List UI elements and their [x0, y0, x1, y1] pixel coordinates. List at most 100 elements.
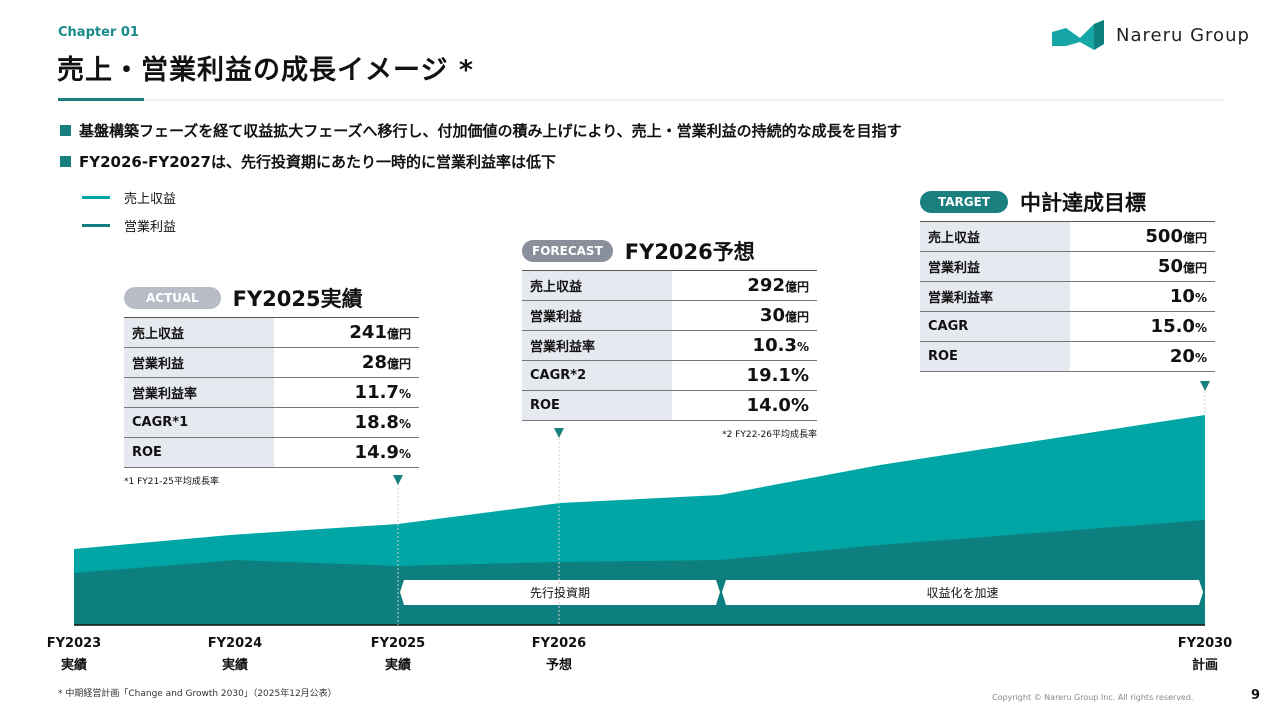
chapter-label: Chapter 01 [58, 25, 139, 40]
table-row: 営業利益率 10.3% [522, 330, 817, 361]
row-value: 14.9% [274, 437, 419, 468]
row-value: 28億円 [274, 347, 419, 378]
bullet-text: FY2026-FY2027は、先行投資期にあたり一時的に営業利益率は低下 [79, 153, 556, 171]
row-label: 営業利益率 [522, 330, 672, 361]
value-number: 14.0% [746, 395, 809, 416]
table-row: CAGR*2 19.1% [522, 360, 817, 391]
divider-accent [58, 98, 144, 101]
value-unit: 億円 [784, 310, 809, 324]
legend-sales: 売上収益 [82, 188, 176, 207]
panel-forecast: FORECAST FY2026予想 売上収益 292億円 営業利益 30億円 営業利益率 1… [522, 236, 817, 440]
phase-arrow-monetize [722, 580, 1203, 605]
x-label-fy2026: FY2026 予想 [531, 636, 587, 673]
row-label: 営業利益 [920, 251, 1070, 282]
copyright: Copyright © Nareru Group Inc. All rights… [992, 693, 1194, 702]
bullet-2: FY2026-FY2027は、先行投資期にあたり一時的に営業利益率は低下 [60, 151, 556, 172]
x-label-fy2030: FY2030 計画 [1177, 636, 1233, 673]
bullet-square-icon [60, 156, 71, 167]
x-label-fy2023: FY2023 実績 [46, 636, 102, 673]
row-label: 売上収益 [920, 221, 1070, 252]
value-number: 10 [1169, 286, 1195, 307]
logo: Nareru Group [1050, 18, 1250, 52]
table-row: ROE 20% [920, 341, 1215, 372]
marker-triangle-icon [393, 475, 403, 485]
phase-arrow-investment [400, 580, 720, 605]
table-row: ROE 14.0% [522, 390, 817, 421]
table-row: CAGR*1 18.8% [124, 407, 419, 438]
row-label: ROE [522, 390, 672, 421]
value-number: 20 [1169, 346, 1195, 367]
row-value: 20% [1070, 341, 1215, 372]
kpi-table: 売上収益 292億円 営業利益 30億円 営業利益率 10.3% CAGR*2 19.1% RO… [522, 270, 817, 421]
table-row: 売上収益 500億円 [920, 221, 1215, 252]
page-title: 売上・営業利益の成長イメージ * [57, 55, 474, 86]
row-label: CAGR [920, 311, 1070, 342]
row-label: 売上収益 [124, 317, 274, 348]
badge-forecast: FORECAST [522, 240, 613, 262]
legend-label: 売上収益 [124, 192, 177, 207]
badge-target: TARGET [920, 191, 1009, 213]
footnote: *2 FY22-26平均成長率 [722, 430, 817, 440]
row-label: CAGR*1 [124, 407, 274, 438]
row-value: 500億円 [1070, 221, 1215, 252]
phase-label: 先行投資期 [529, 586, 590, 600]
panel-title: FY2025実績 [232, 287, 363, 311]
table-row: 営業利益 28億円 [124, 347, 419, 378]
value-unit: % [398, 447, 411, 461]
row-label: 営業利益率 [920, 281, 1070, 312]
kpi-table: 売上収益 500億円 営業利益 50億円 営業利益率 10% CAGR 15.0% ROE 20% [920, 221, 1215, 372]
logo-text: Nareru Group [1116, 24, 1250, 46]
row-value: 14.0% [672, 390, 817, 421]
value-unit: % [398, 387, 411, 401]
row-label: 営業利益 [522, 300, 672, 331]
table-row: ROE 14.9% [124, 437, 419, 468]
table-row: 売上収益 241億円 [124, 317, 419, 348]
value-number: 30 [759, 305, 785, 326]
panel-target: TARGET 中計達成目標 売上収益 500億円 営業利益 50億円 営業利益率 10% CA… [920, 187, 1215, 372]
legend-line-icon [82, 224, 110, 227]
legend-line-icon [82, 196, 110, 199]
row-value: 10% [1070, 281, 1215, 312]
value-number: 10.3 [752, 335, 797, 356]
row-value: 10.3% [672, 330, 817, 361]
value-unit: % [1194, 321, 1207, 335]
marker-triangle-icon [1200, 381, 1210, 391]
value-unit: 億円 [1182, 261, 1207, 275]
row-value: 15.0% [1070, 311, 1215, 342]
footnote: *1 FY21-25平均成長率 [124, 477, 219, 487]
value-unit: % [1194, 351, 1207, 365]
row-value: 50億円 [1070, 251, 1215, 282]
value-unit: % [796, 340, 809, 354]
row-label: 売上収益 [522, 270, 672, 301]
x-label-fy2025: FY2025 実績 [370, 636, 426, 673]
row-label: ROE [124, 437, 274, 468]
logo-icon [1052, 20, 1104, 50]
value-unit: 億円 [386, 357, 411, 371]
row-value: 292億円 [672, 270, 817, 301]
legend-profit: 営業利益 [82, 216, 176, 235]
value-number: 14.9 [354, 442, 399, 463]
panel-actual: ACTUAL FY2025実績 売上収益 241億円 営業利益 28億円 営業利益率 11.… [124, 283, 419, 487]
value-unit: 億円 [386, 327, 411, 341]
row-value: 241億円 [274, 317, 419, 348]
row-value: 30億円 [672, 300, 817, 331]
table-row: 営業利益 30億円 [522, 300, 817, 331]
table-row: CAGR 15.0% [920, 311, 1215, 342]
bullet-text: 基盤構築フェーズを経て収益拡大フェーズへ移行し、付加価値の積み上げにより、売上・… [79, 122, 902, 140]
value-number: 241 [349, 322, 387, 343]
badge-actual: ACTUAL [124, 287, 221, 309]
value-unit: 億円 [784, 280, 809, 294]
row-value: 11.7% [274, 377, 419, 408]
value-number: 50 [1157, 256, 1183, 277]
row-label: ROE [920, 341, 1070, 372]
row-value: 18.8% [274, 407, 419, 438]
value-number: 11.7 [354, 382, 399, 403]
value-unit: 億円 [1182, 231, 1207, 245]
bullet-1: 基盤構築フェーズを経て収益拡大フェーズへ移行し、付加価値の積み上げにより、売上・… [60, 120, 902, 141]
value-number: 15.0 [1150, 316, 1195, 337]
x-label-fy2024: FY2024 実績 [207, 636, 263, 673]
table-row: 売上収益 292億円 [522, 270, 817, 301]
row-label: 営業利益 [124, 347, 274, 378]
table-row: 営業利益率 11.7% [124, 377, 419, 408]
